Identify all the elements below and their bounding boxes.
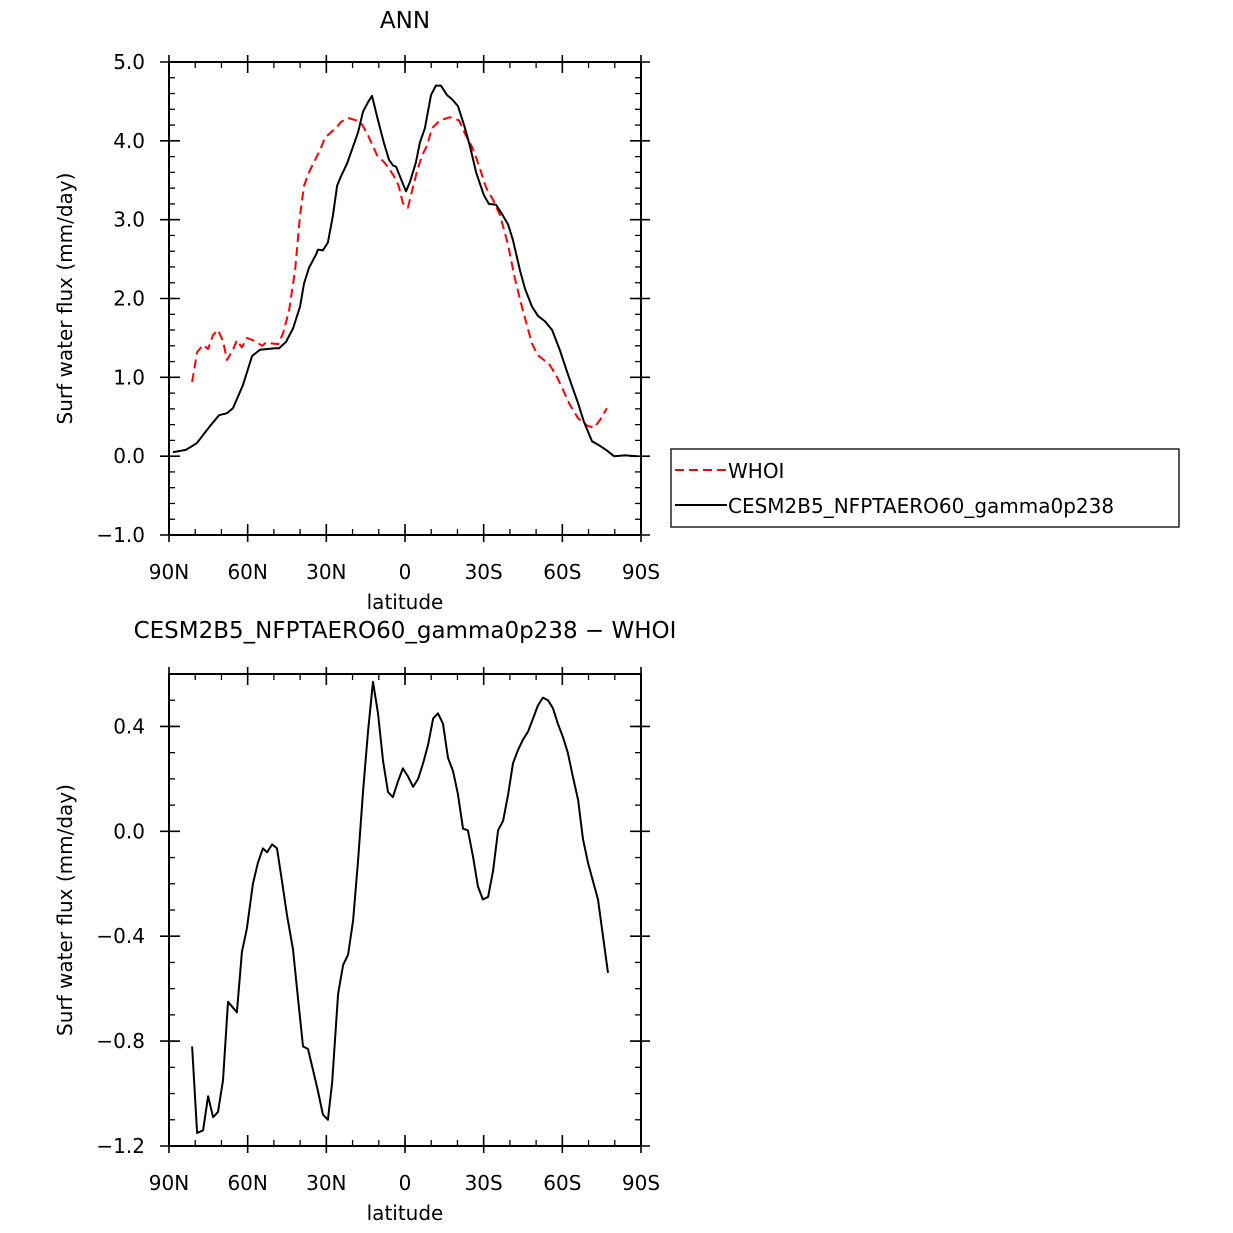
x-tick-label: 30S bbox=[465, 1171, 503, 1195]
chart-panel-1: 90N 60N 30N 0 30S 60S 90S −1.0 0.0 1.0 2.0 3.0 4.0 5.… bbox=[53, 8, 1180, 614]
y-tick-label: 1.0 bbox=[113, 365, 145, 389]
x-tick-label: 60N bbox=[227, 1171, 267, 1195]
y-axis-label: Surf water flux (mm/day) bbox=[53, 173, 77, 425]
plot-frame bbox=[168, 61, 642, 536]
y-tick-label: 3.0 bbox=[113, 208, 145, 232]
x-tick-label: 30N bbox=[306, 1171, 346, 1195]
x-tick-label: 0 bbox=[399, 1171, 412, 1195]
y-tick-label: 5.0 bbox=[113, 50, 145, 74]
series-line-cesm2b5-nfptaero60-gamma0p238 bbox=[172, 84, 638, 458]
y-tick-label: 4.0 bbox=[113, 129, 145, 153]
y-tick-label: −1.2 bbox=[96, 1134, 145, 1158]
y-axis-label: Surf water flux (mm/day) bbox=[53, 784, 77, 1036]
legend-box bbox=[670, 448, 1180, 528]
x-axis-label: latitude bbox=[367, 590, 444, 614]
x-tick-label: 60S bbox=[543, 560, 581, 584]
x-tick-label: 90S bbox=[622, 560, 660, 584]
x-tick-label: 30N bbox=[306, 560, 346, 584]
chart-panel-2: 90N 60N 30N 0 30S 60S 90S −1.2 −0.8 −0.4 0.0 0.4 CES… bbox=[53, 618, 676, 1225]
y-tick-label: 0.4 bbox=[113, 714, 145, 738]
x-axis-label: latitude bbox=[367, 1201, 444, 1225]
x-tick-label: 60S bbox=[543, 1171, 581, 1195]
x-tick-label: 60N bbox=[227, 560, 267, 584]
y-tick-label: −1.0 bbox=[96, 523, 145, 547]
x-tick-label: 90N bbox=[149, 1171, 189, 1195]
x-tick-label: 30S bbox=[465, 560, 503, 584]
y-tick-label: −0.4 bbox=[96, 924, 145, 948]
series-line-difference bbox=[191, 680, 609, 1134]
y-tick-label: 0.0 bbox=[113, 819, 145, 843]
y-tick-label: −0.8 bbox=[96, 1029, 145, 1053]
x-tick-label: 90S bbox=[622, 1171, 660, 1195]
legend-label: WHOI bbox=[728, 459, 784, 483]
x-tick-label: 0 bbox=[399, 560, 412, 584]
chart-title: ANN bbox=[380, 8, 430, 34]
chart-title: CESM2B5_NFPTAERO60_gamma0p238 − WHOI bbox=[134, 618, 677, 644]
y-tick-label: 0.0 bbox=[113, 444, 145, 468]
x-tick-label: 90N bbox=[149, 560, 189, 584]
plot-frame bbox=[168, 673, 642, 1147]
y-tick-label: 2.0 bbox=[113, 287, 145, 311]
series-line-whoi bbox=[191, 116, 608, 429]
legend: WHOI CESM2B5_NFPTAERO60_gamma0p238 bbox=[670, 448, 1180, 528]
legend-label: CESM2B5_NFPTAERO60_gamma0p238 bbox=[728, 494, 1114, 518]
